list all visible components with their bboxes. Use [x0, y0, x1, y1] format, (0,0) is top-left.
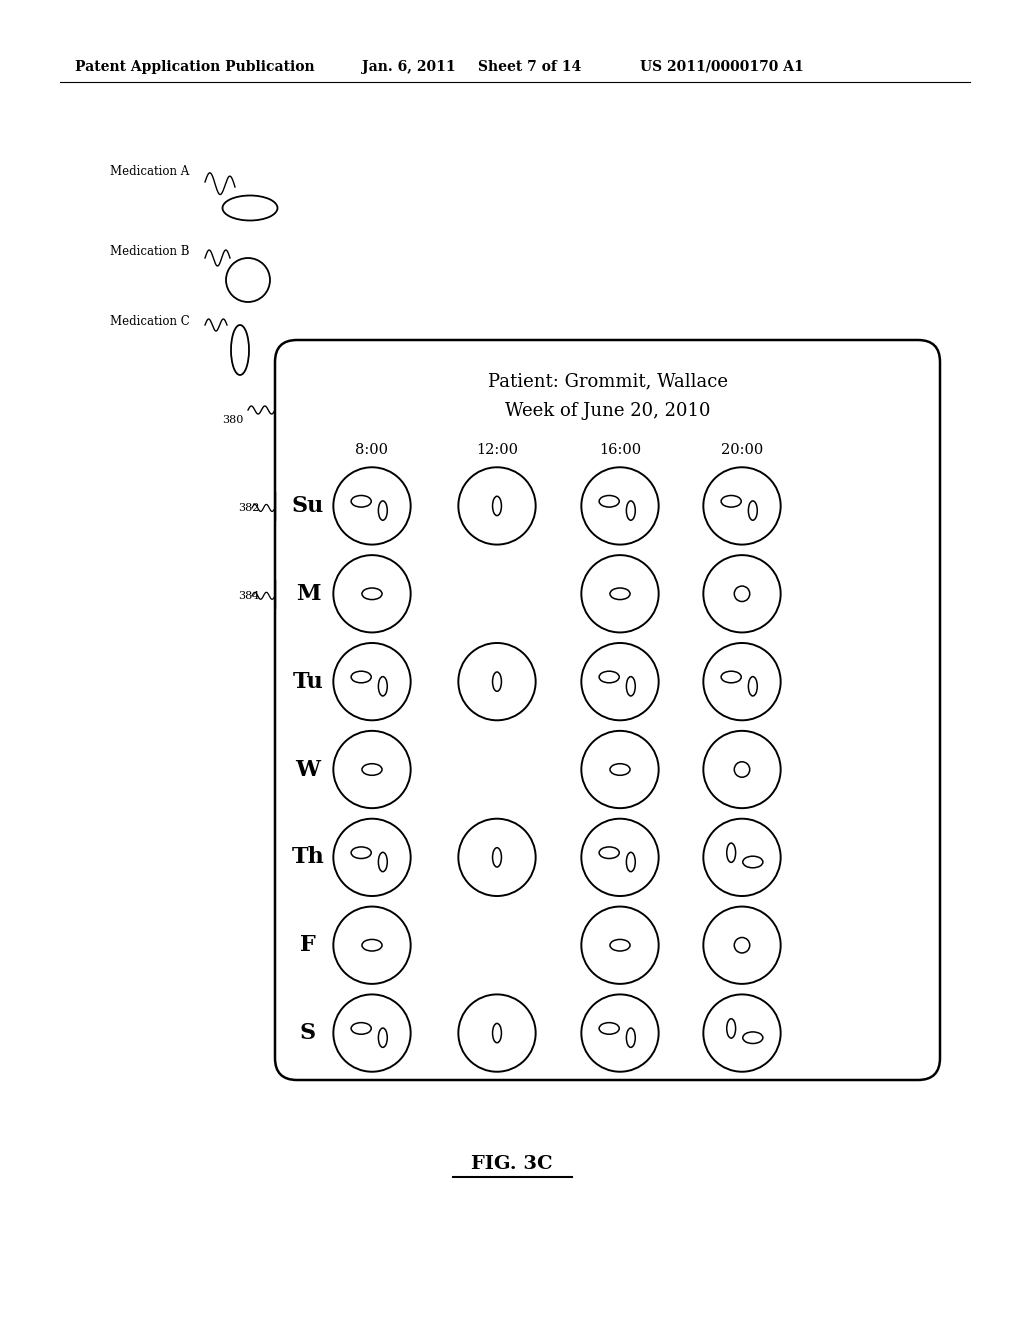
- Text: Jan. 6, 2011: Jan. 6, 2011: [362, 59, 456, 74]
- Text: FIG. 3C: FIG. 3C: [471, 1155, 553, 1173]
- Text: 12:00: 12:00: [476, 444, 518, 457]
- Text: Medication A: Medication A: [110, 165, 189, 178]
- Text: 8:00: 8:00: [355, 444, 388, 457]
- Text: Su: Su: [292, 495, 325, 517]
- Text: Medication C: Medication C: [110, 315, 189, 327]
- Text: M: M: [296, 583, 321, 605]
- Text: S: S: [300, 1022, 316, 1044]
- Text: 20:00: 20:00: [721, 444, 763, 457]
- Text: US 2011/0000170 A1: US 2011/0000170 A1: [640, 59, 804, 74]
- Text: F: F: [300, 935, 315, 956]
- Text: Patient: Grommit, Wallace: Patient: Grommit, Wallace: [487, 372, 727, 389]
- Text: W: W: [296, 759, 321, 780]
- Text: Th: Th: [292, 846, 325, 869]
- Text: Sheet 7 of 14: Sheet 7 of 14: [478, 59, 582, 74]
- Text: 384: 384: [238, 591, 259, 601]
- Text: Week of June 20, 2010: Week of June 20, 2010: [505, 403, 711, 420]
- Text: Patent Application Publication: Patent Application Publication: [75, 59, 314, 74]
- Text: 382: 382: [238, 503, 259, 513]
- Text: Medication B: Medication B: [110, 246, 189, 257]
- Text: 380: 380: [222, 414, 244, 425]
- Text: Tu: Tu: [293, 671, 324, 693]
- Text: 16:00: 16:00: [599, 444, 641, 457]
